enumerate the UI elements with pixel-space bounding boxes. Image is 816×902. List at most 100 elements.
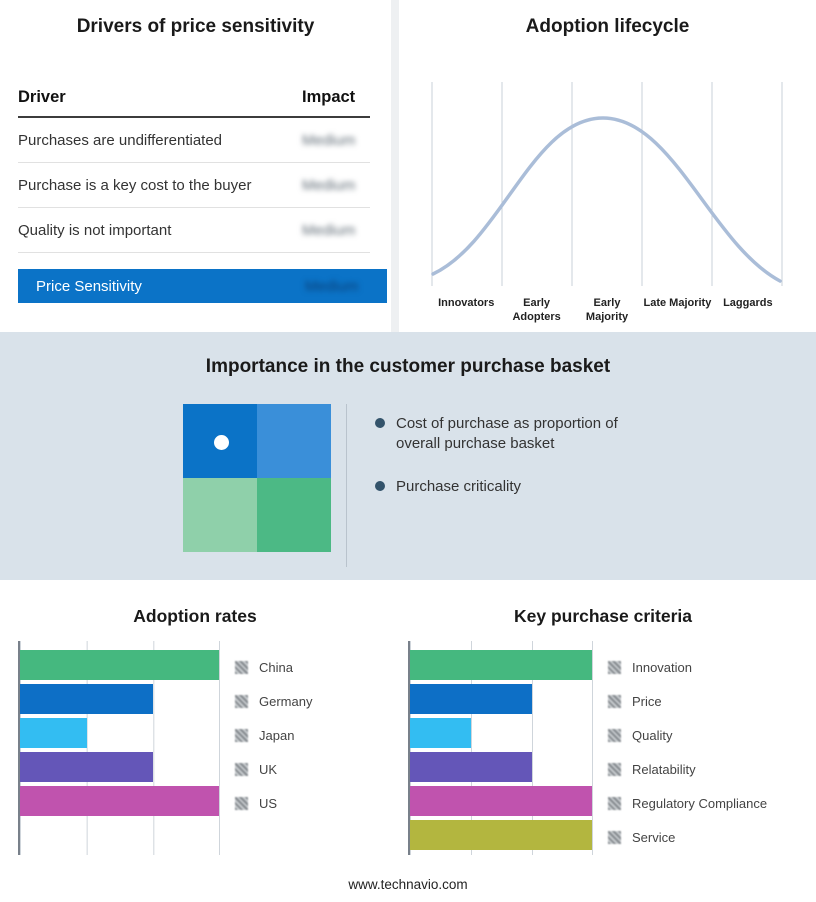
impact-cell-redacted: Medium <box>302 177 356 194</box>
importance-title: Importance in the customer purchase bask… <box>205 356 611 377</box>
legend-swatch-redacted <box>235 694 248 708</box>
legend-item-germany: Germany <box>235 684 312 718</box>
bar-japan <box>20 718 87 748</box>
vertical-divider <box>346 404 347 567</box>
adoption-rates-title: Adoption rates <box>133 606 257 626</box>
legend-swatch-redacted <box>608 728 621 742</box>
legend-label: Service <box>632 829 676 845</box>
quadrant-top-right <box>257 404 331 478</box>
lifecycle-gridlines <box>431 82 783 286</box>
bullet-item: Cost of purchase as proportion of overal… <box>375 414 623 453</box>
driver-column-header: Driver <box>18 88 66 106</box>
bar-row-china <box>20 650 220 680</box>
bar-innovation <box>410 650 593 680</box>
legend-swatch-redacted <box>608 830 621 844</box>
drivers-panel: Drivers of price sensitivity Driver Impa… <box>0 0 391 332</box>
legend-item-japan: Japan <box>235 718 312 752</box>
key-purchase-criteria-title: Key purchase criteria <box>513 606 692 626</box>
legend-label: US <box>259 795 278 811</box>
bar-us <box>20 786 220 816</box>
bar-row-price <box>410 684 593 714</box>
stage-label-late-majority: Late Majority <box>643 297 712 309</box>
legend-label: Regulatory Compliance <box>632 795 768 811</box>
driver-cell: Quality is not important <box>18 222 172 239</box>
bullet-icon <box>375 418 385 428</box>
bar-relatability <box>410 752 532 782</box>
impact-cell-redacted: Medium <box>302 222 356 239</box>
impact-cell-redacted: Medium <box>302 132 356 149</box>
purchase-basket-quadrant <box>183 404 331 552</box>
legend-label: Quality <box>632 727 673 743</box>
legend-swatch-redacted <box>608 694 621 708</box>
legend-swatch-redacted <box>608 660 621 674</box>
position-marker-dot <box>214 435 229 450</box>
key-purchase-criteria-bars <box>408 641 593 855</box>
driver-cell: Purchase is a key cost to the buyer <box>18 177 252 194</box>
legend-label: Price <box>632 693 662 709</box>
driver-cell: Purchases are undifferentiated <box>18 132 223 149</box>
adoption-lifecycle-chart: Innovators Early Adopters Early Majority… <box>431 82 816 325</box>
bar-row-relatability <box>410 752 593 782</box>
bar-china <box>20 650 220 680</box>
bar-service <box>410 820 593 850</box>
bar-quality <box>410 718 471 748</box>
drivers-table-header: Driver Impact <box>18 88 370 118</box>
table-row: Purchase is a key cost to the buyer Medi… <box>18 163 370 208</box>
stage-label-early-adopters: Early Adopters <box>512 297 561 323</box>
legend-swatch-redacted <box>235 728 248 742</box>
adoption-rates-bars <box>18 641 220 855</box>
stage-label-innovators: Innovators <box>438 297 495 309</box>
adoption-rates-chart: Adoption rates China Germany Japan UK US <box>0 606 390 855</box>
quadrant-bottom-left <box>183 478 257 552</box>
legend-swatch-redacted <box>235 796 248 810</box>
legend-item-innovation: Innovation <box>608 650 767 684</box>
bar-regulatory-compliance <box>410 786 593 816</box>
technavio-url: www.technavio.com <box>348 877 468 892</box>
key-purchase-criteria-chart: Key purchase criteria Innovation Price Qua… <box>390 606 816 855</box>
bar-row-regulatory-compliance <box>410 786 593 816</box>
legend-item-price: Price <box>608 684 767 718</box>
adoption-lifecycle-title: Adoption lifecycle <box>525 16 690 37</box>
importance-bullets: Cost of purchase as proportion of overal… <box>375 404 623 567</box>
legend-label: China <box>259 659 293 675</box>
legend-item-uk: UK <box>235 752 312 786</box>
bar-price <box>410 684 532 714</box>
bar-row-quality <box>410 718 593 748</box>
legend-label: Innovation <box>632 659 692 675</box>
legend-item-quality: Quality <box>608 718 767 752</box>
stage-label-early-majority: Early Majority <box>585 297 629 323</box>
bar-row-us <box>20 786 220 816</box>
bar-uk <box>20 752 154 782</box>
legend-swatch-redacted <box>235 762 248 776</box>
importance-content: Cost of purchase as proportion of overal… <box>183 404 816 567</box>
impact-column-header: Impact <box>302 88 356 106</box>
legend-swatch-redacted <box>235 660 248 674</box>
legend-item-regulatory-compliance: Regulatory Compliance <box>608 786 767 820</box>
bar-row-innovation <box>410 650 593 680</box>
bell-curve-svg <box>431 82 783 286</box>
drivers-table: Driver Impact Purchases are undifferenti… <box>18 88 387 303</box>
legend-item-china: China <box>235 650 312 684</box>
drivers-panel-title: Drivers of price sensitivity <box>76 16 315 37</box>
quadrant-bottom-right <box>257 478 331 552</box>
table-row: Purchases are undifferentiated Medium <box>18 118 370 163</box>
legend-item-service: Service <box>608 820 767 854</box>
bar-germany <box>20 684 154 714</box>
bar-row-uk <box>20 752 220 782</box>
lifecycle-stage-labels: Innovators Early Adopters Early Majority… <box>431 297 783 325</box>
bar-row-germany <box>20 684 220 714</box>
legend-swatch-redacted <box>608 796 621 810</box>
bullet-item: Purchase criticality <box>375 477 623 497</box>
bell-curve-line <box>431 116 782 283</box>
legend-item-us: US <box>235 786 312 820</box>
stage-label-laggards: Laggards <box>723 297 773 309</box>
price-sensitivity-label: Price Sensitivity <box>36 277 142 295</box>
key-purchase-criteria-legend: Innovation Price Quality Relatability Regula… <box>608 641 767 855</box>
table-row: Quality is not important Medium <box>18 208 370 253</box>
legend-label: Relatability <box>632 761 696 777</box>
bullet-text: Cost of purchase as proportion of overal… <box>396 415 618 452</box>
bar-row-japan <box>20 718 220 748</box>
adoption-rates-legend: China Germany Japan UK US <box>235 641 312 855</box>
adoption-lifecycle-panel: Adoption lifecycle Innovators Early Adop… <box>399 0 816 332</box>
